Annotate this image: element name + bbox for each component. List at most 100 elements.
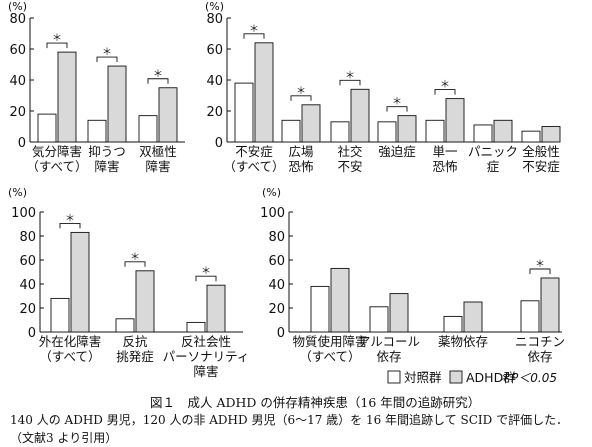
- category-label: 薬物依存: [438, 334, 488, 349]
- category-label: 不安症: [235, 144, 273, 159]
- bar-adhd: [57, 51, 77, 143]
- significance-bracket: [96, 56, 118, 63]
- category-label: 依存: [527, 349, 552, 364]
- y-unit-label: (%): [205, 0, 224, 13]
- y-unit-label: (%): [262, 186, 281, 199]
- bar-adhd: [541, 126, 561, 143]
- bar-adhd: [301, 104, 321, 143]
- category-label: 気分障害: [32, 144, 82, 159]
- figure-source: （文献3 より引用）: [10, 431, 118, 445]
- category-label: 障害: [193, 364, 218, 379]
- significance-marker: ＊: [52, 33, 62, 44]
- bar-adhd: [463, 301, 483, 333]
- category-label: アルコール: [358, 334, 420, 349]
- bar-adhd: [158, 87, 178, 143]
- bar-control: [521, 130, 541, 143]
- category-label: 反抗: [122, 334, 148, 349]
- legend-label-control: 対照群: [404, 370, 442, 385]
- category-label: パーソナリティ: [163, 349, 250, 364]
- bar-control: [473, 124, 493, 143]
- significance-marker: ＊: [345, 70, 355, 81]
- category-label: 社交: [337, 144, 362, 159]
- category-label: 単一: [432, 144, 457, 159]
- category-label: 物質使用障害: [292, 334, 367, 349]
- category-label: 双極性: [139, 144, 177, 159]
- category-label: 症: [487, 159, 500, 174]
- y-tick-label: 40: [268, 278, 285, 293]
- y-tick-label: 80: [9, 12, 26, 27]
- bar-control: [87, 119, 107, 143]
- bar-adhd: [350, 88, 370, 143]
- bar-control: [330, 121, 350, 143]
- figure-title: 図１ 成人 ADHD の併存精神疾患（16 年間の追跡研究）: [150, 395, 481, 410]
- significance-marker: ＊: [392, 97, 402, 108]
- category-label: （すべて）: [223, 159, 284, 174]
- y-tick-label: 80: [268, 230, 285, 245]
- y-tick-label: 100: [260, 206, 285, 221]
- bar-adhd: [70, 231, 90, 333]
- y-tick-label: 60: [19, 254, 36, 269]
- significance-marker: ＊: [153, 69, 163, 80]
- bar-adhd: [445, 98, 465, 143]
- significance-marker: ＊: [65, 213, 75, 224]
- bar-adhd: [540, 277, 560, 333]
- y-tick-label: 20: [9, 105, 26, 120]
- bar-adhd: [330, 267, 350, 333]
- bar-adhd: [135, 270, 155, 333]
- category-label: 恐怖: [288, 159, 313, 174]
- y-tick-label: 40: [9, 74, 26, 89]
- category-label: ニコチン: [515, 334, 565, 349]
- category-label: 反社会性: [181, 334, 231, 349]
- significance-bracket: [59, 222, 81, 229]
- category-label: 外在化障害: [39, 334, 102, 349]
- significance-marker: ＊: [130, 252, 140, 263]
- y-tick-label: 20: [268, 302, 285, 317]
- significance-marker: ＊: [296, 86, 306, 97]
- bar-control: [115, 318, 135, 333]
- significance-bracket: [147, 78, 169, 84]
- significance-bracket: [243, 33, 265, 39]
- significance-marker: ＊: [102, 47, 112, 58]
- y-tick-label: 20: [19, 302, 36, 317]
- category-label: パニック: [468, 144, 518, 159]
- significance-bracket: [339, 79, 361, 86]
- figure-note: 140 人の ADHD 男児，120 人の非 ADHD 男児（6～17 歳）を …: [10, 413, 569, 427]
- bar-adhd: [389, 293, 409, 333]
- bar-control: [138, 115, 158, 143]
- y-tick-label: 0: [215, 136, 223, 151]
- significance-bracket: [195, 275, 217, 282]
- bar-control: [186, 321, 206, 333]
- y-tick-label: 0: [18, 136, 26, 151]
- significance-bracket: [290, 95, 312, 101]
- bar-control: [369, 306, 389, 333]
- y-tick-label: 60: [9, 43, 26, 58]
- y-tick-label: 0: [277, 326, 285, 341]
- category-label: 不安症: [522, 159, 560, 174]
- y-tick-label: 40: [206, 74, 223, 89]
- bar-adhd: [397, 115, 417, 143]
- category-label: 依存: [376, 349, 401, 364]
- legend: 対照群 ADHD群＊P＜0.05: [387, 370, 557, 385]
- category-label: 全般性: [522, 144, 560, 159]
- chart-panel-2: (%)020406080＊不安症（すべて）＊広場恐怖＊社交不安＊強迫症＊単一恐怖…: [205, 0, 561, 174]
- legend-swatch-adhd: [449, 370, 463, 384]
- y-tick-label: 20: [206, 105, 223, 120]
- bar-adhd: [493, 119, 513, 143]
- significance-marker: ＊: [249, 24, 259, 35]
- significance-bracket: [434, 89, 456, 95]
- bar-control: [377, 121, 397, 143]
- bar-adhd: [206, 284, 226, 333]
- significance-marker: ＊: [535, 259, 545, 270]
- y-tick-label: 100: [11, 206, 36, 221]
- category-label: 障害: [145, 159, 170, 174]
- y-tick-label: 60: [268, 254, 285, 269]
- bar-control: [425, 119, 445, 143]
- legend-label-adhd: ADHD群: [466, 370, 516, 385]
- bar-control: [50, 297, 70, 333]
- category-label: （すべて）: [39, 349, 100, 364]
- significance-bracket: [529, 268, 551, 274]
